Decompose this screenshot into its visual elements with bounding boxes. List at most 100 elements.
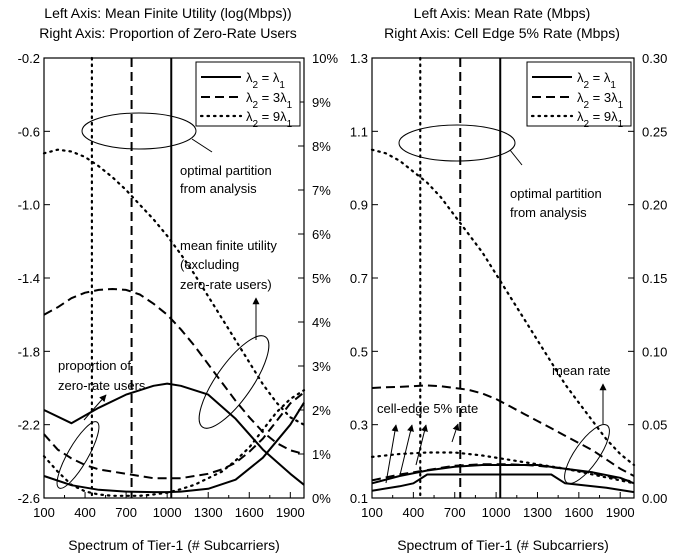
- right-x-tick-label: 1000: [482, 505, 511, 520]
- left-y-left-tick-label: -0.2: [18, 51, 40, 66]
- right-y-left-tick-label: 0.3: [350, 418, 368, 433]
- right-y-right-tick-label: 0.10: [642, 344, 667, 359]
- left-x-tick-label: 1300: [194, 505, 223, 520]
- left-title-line1: Left Axis: Mean Finite Utility (log(Mbps…: [44, 5, 291, 21]
- right-series-line: [371, 473, 635, 494]
- left-axis-ticks: 100 400 700 1000 1300 1600 1900 -2.6 -2.2 -1.8 -1.…: [18, 51, 339, 520]
- right-y-right-tick-label: 0.05: [642, 418, 667, 433]
- left-legend-label-2: λ2 = 3λ1: [246, 90, 293, 111]
- left-series: [42, 56, 306, 500]
- left-series-line: [43, 382, 305, 486]
- left-title-line2: Right Axis: Proportion of Zero-Rate User…: [39, 25, 297, 41]
- right-series-line: [371, 463, 635, 483]
- left-x-tick-label: 1000: [153, 505, 182, 520]
- left-y-right-tick-label: 0%: [312, 491, 331, 506]
- left-x-tick-label: 1600: [235, 505, 264, 520]
- left-series-line: [42, 389, 306, 497]
- right-x-tick-label: 400: [403, 505, 425, 520]
- left-x-tick-label: 400: [74, 505, 96, 520]
- right-x-tick-label: 1300: [523, 505, 552, 520]
- left-series-line: [43, 391, 305, 480]
- right-ann-optimal-2: from analysis: [510, 205, 587, 220]
- left-series-line: [43, 288, 305, 455]
- left-y-right-tick-label: 10%: [312, 51, 338, 66]
- left-y-right-tick-label: 7%: [312, 183, 331, 198]
- right-ann-mean-rate: mean rate: [552, 363, 611, 378]
- right-cell-edge-arrow-4: [451, 423, 460, 443]
- left-y-right-tick-label: 9%: [312, 95, 331, 110]
- left-y-left-tick-label: -1.0: [18, 198, 40, 213]
- right-x-tick-label: 100: [361, 505, 383, 520]
- left-proportion-arrow: [83, 394, 107, 421]
- left-y-left-tick-label: -0.6: [18, 124, 40, 139]
- right-cell-edge-arrow-2: [399, 424, 414, 476]
- left-y-left-tick-label: -1.8: [18, 344, 40, 359]
- left-y-right-tick-label: 2%: [312, 403, 331, 418]
- right-legend-label-2: λ2 = 3λ1: [577, 90, 624, 111]
- right-legend-label-1: λ2 = λ1: [577, 70, 616, 91]
- left-legend-label-3: λ2 = 9λ1: [246, 109, 293, 130]
- left-y-right-tick-label: 4%: [312, 315, 331, 330]
- right-cell-edge-arrow-1: [385, 424, 399, 484]
- left-ann-optimal-2: from analysis: [180, 181, 257, 196]
- left-ann-utility-3: zero-rate users): [180, 277, 272, 292]
- right-title-line2: Right Axis: Cell Edge 5% Rate (Mbps): [384, 25, 620, 41]
- right-optimal-ellipse: [398, 124, 516, 162]
- left-x-tick-label: 1900: [276, 505, 305, 520]
- right-annotations: optimal partition from analysis mean rat…: [377, 124, 611, 484]
- left-optimal-ellipse: [81, 112, 197, 150]
- left-y-left-tick-label: -1.4: [18, 271, 40, 286]
- left-ann-proportion-2: zero-rate users: [58, 378, 146, 393]
- right-legend: λ2 = λ1 λ2 = 3λ1 λ2 = 9λ1: [526, 61, 632, 130]
- right-y-left-tick-label: 1.3: [350, 51, 368, 66]
- left-utility-ellipse: [198, 335, 270, 429]
- right-y-left-tick-label: 0.9: [350, 198, 368, 213]
- left-ann-utility-2: (excluding: [180, 257, 239, 272]
- right-y-left-tick-label: 0.1: [350, 491, 368, 506]
- left-y-right-tick-label: 6%: [312, 227, 331, 242]
- left-y-left-tick-label: -2.6: [18, 491, 40, 506]
- right-cell-edge-arrow-3: [415, 424, 428, 466]
- right-y-right-tick-label: 0.30: [642, 51, 667, 66]
- left-y-right-tick-label: 1%: [312, 447, 331, 462]
- right-y-left-tick-label: 0.7: [350, 271, 368, 286]
- right-x-axis-label: Spectrum of Tier-1 (# Subcarriers): [397, 537, 609, 553]
- right-series-line: [370, 451, 636, 485]
- left-optimal-arrow: [191, 138, 213, 153]
- right-y-right-tick-label: 0.25: [642, 124, 667, 139]
- left-y-left-tick-label: -2.2: [18, 418, 40, 433]
- left-legend: λ2 = λ1 λ2 = 3λ1 λ2 = 9λ1: [195, 61, 301, 130]
- right-legend-label-3: λ2 = 9λ1: [577, 109, 624, 130]
- right-ann-optimal-1: optimal partition: [510, 186, 602, 201]
- left-y-right-tick-label: 8%: [312, 139, 331, 154]
- left-x-tick-label: 100: [33, 505, 55, 520]
- right-title-line1: Left Axis: Mean Rate (Mbps): [414, 5, 591, 21]
- right-y-left-tick-label: 0.5: [350, 344, 368, 359]
- left-proportion-ellipse: [56, 421, 100, 489]
- right-ann-cell-edge: cell-edge 5% rate: [377, 401, 478, 416]
- right-optimal-arrow: [509, 149, 523, 166]
- left-series-line: [42, 148, 306, 426]
- right-x-tick-label: 700: [444, 505, 466, 520]
- left-annotations: optimal partition from analysis mean fin…: [56, 112, 277, 489]
- left-legend-label-1: λ2 = λ1: [246, 70, 285, 91]
- right-series-line: [371, 384, 635, 477]
- right-y-right-tick-label: 0.20: [642, 198, 667, 213]
- right-y-left-tick-label: 1.1: [350, 124, 368, 139]
- right-axis-ticks: 100 400 700 1000 1300 1600 1900 0.1 0.3 0.5 0.7 0.9…: [350, 51, 667, 520]
- right-x-tick-label: 1600: [564, 505, 593, 520]
- left-x-tick-label: 700: [115, 505, 137, 520]
- right-series: [370, 56, 636, 500]
- right-series-line: [370, 148, 636, 467]
- right-mean-rate-ellipse: [564, 424, 610, 484]
- right-y-right-tick-label: 0.00: [642, 491, 667, 506]
- left-x-axis-label: Spectrum of Tier-1 (# Subcarriers): [68, 537, 280, 553]
- left-y-right-tick-label: 5%: [312, 271, 331, 286]
- right-y-right-tick-label: 0.15: [642, 271, 667, 286]
- right-x-tick-label: 1900: [606, 505, 635, 520]
- left-ann-utility-1: mean finite utility: [180, 238, 277, 253]
- left-ann-optimal-1: optimal partition: [180, 163, 272, 178]
- left-y-right-tick-label: 3%: [312, 359, 331, 374]
- left-ann-proportion-1: proportion of: [58, 358, 131, 373]
